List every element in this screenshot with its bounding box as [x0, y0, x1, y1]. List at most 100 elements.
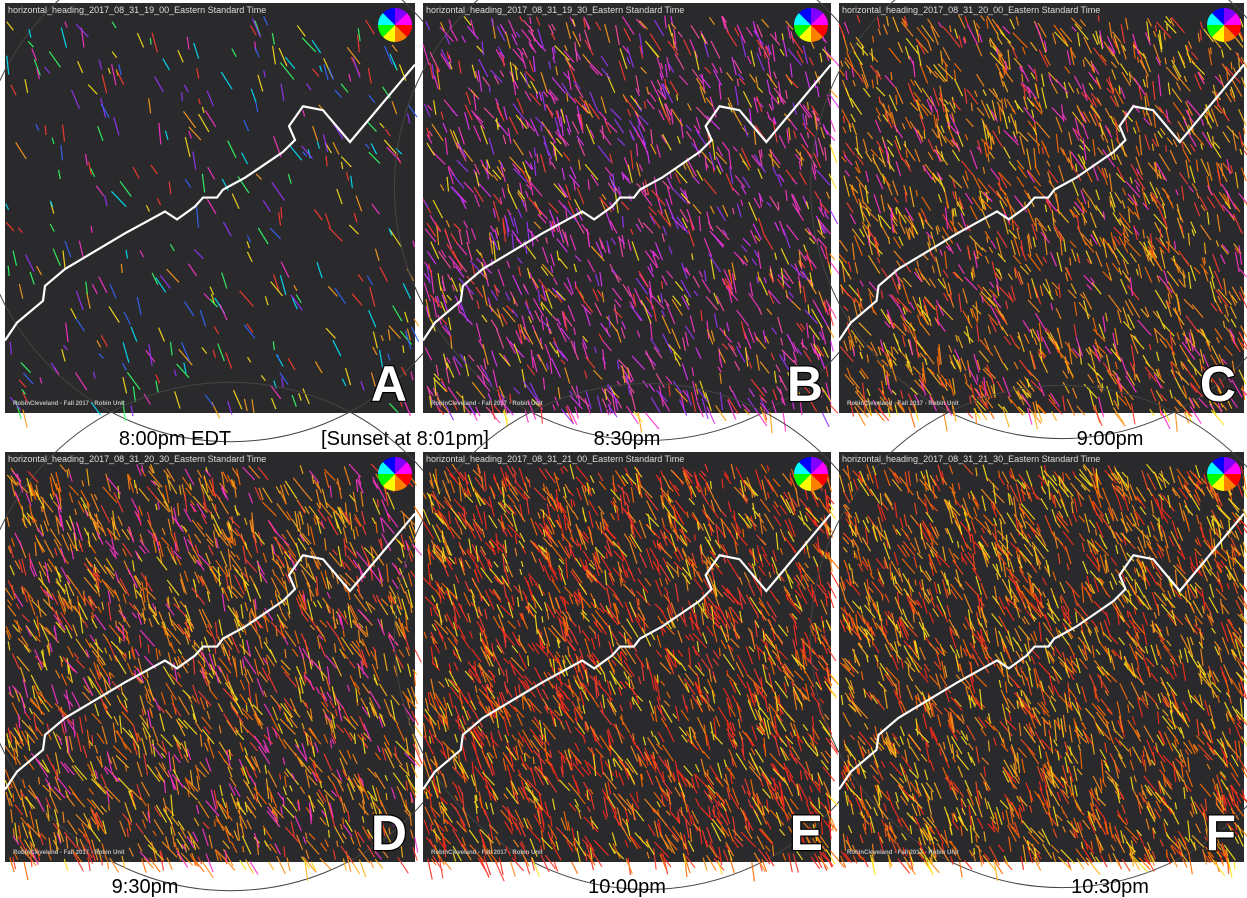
panel: horizontal_heading_2017_08_31_21_00_East…	[393, 383, 901, 890]
bird-tracks	[425, 16, 838, 434]
heading-wheel	[798, 8, 811, 25]
coastline	[838, 512, 1245, 791]
time-caption: 8:00pm EDT	[119, 428, 231, 450]
panel-letter: F	[1205, 805, 1236, 861]
heading-wheel	[1207, 461, 1224, 474]
time-caption: 9:00pm	[1077, 428, 1144, 450]
range-ring	[810, 0, 1247, 440]
heading-wheel	[395, 474, 412, 487]
panel-letter: B	[787, 356, 823, 412]
bird-tracks	[22, 16, 420, 407]
bird-tracks	[423, 17, 839, 428]
bird-tracks	[422, 15, 841, 432]
heading-wheel	[1224, 474, 1237, 491]
heading-wheel	[1211, 8, 1224, 25]
bird-tracks	[5, 27, 412, 416]
heading-wheel	[1224, 461, 1241, 474]
panel: horizontal_heading_2017_08_31_19_00_East…	[0, 0, 486, 443]
coastline	[422, 512, 832, 791]
panel-credit: RobinCleveland - Fall 2017 - Robin Unit	[847, 401, 959, 407]
bird-tracks	[422, 464, 840, 877]
heading-wheel	[395, 8, 408, 25]
bird-tracks	[5, 19, 407, 408]
bird-tracks	[838, 16, 1247, 426]
heading-wheel	[378, 25, 395, 38]
bird-tracks	[6, 466, 418, 873]
panel-letter: E	[790, 805, 823, 861]
heading-wheel	[382, 25, 395, 42]
panel-letter: D	[371, 805, 407, 861]
bird-tracks	[4, 467, 418, 872]
heading-wheel	[378, 474, 395, 487]
heading-wheel	[798, 474, 811, 491]
heading-wheel	[811, 457, 824, 474]
bird-tracks	[839, 464, 1247, 878]
bird-tracks	[5, 463, 423, 874]
heading-wheel	[395, 25, 408, 42]
bird-tracks	[426, 15, 838, 428]
bird-tracks	[843, 16, 1247, 430]
heading-wheel	[1211, 474, 1224, 491]
heading-wheel	[395, 457, 408, 474]
heading-wheel	[811, 474, 828, 487]
bird-tracks	[838, 464, 1247, 882]
panel-header: horizontal_heading_2017_08_31_21_30_East…	[842, 454, 1100, 464]
bird-tracks	[838, 17, 1247, 428]
heading-wheel	[1224, 8, 1237, 25]
heading-wheel	[811, 25, 828, 38]
panel: horizontal_heading_2017_08_31_21_30_East…	[810, 384, 1247, 889]
heading-wheel	[378, 461, 395, 474]
heading-wheel	[1224, 12, 1241, 25]
heading-wheel	[1211, 457, 1224, 474]
panel-credit: RobinCleveland - Fall 2017 - Robin Unit	[847, 850, 959, 856]
heading-wheel	[382, 8, 395, 25]
heading-wheel	[1207, 12, 1224, 25]
time-caption: 9:30pm	[112, 876, 179, 898]
heading-wheel	[382, 474, 395, 491]
sunset-note: [Sunset at 8:01pm]	[321, 428, 489, 450]
heading-wheel	[1224, 25, 1237, 42]
panel-credit: RobinCleveland - Fall 2017 - Robin Unit	[431, 850, 543, 856]
time-caption: 10:00pm	[588, 876, 666, 898]
heading-wheel	[798, 25, 811, 42]
panel: horizontal_heading_2017_08_31_19_30_East…	[394, 0, 901, 441]
bird-tracks	[839, 463, 1247, 874]
bird-tracks	[9, 18, 411, 417]
heading-wheel	[395, 474, 408, 491]
heading-wheel	[811, 8, 824, 25]
panel-header: horizontal_heading_2017_08_31_21_00_East…	[426, 454, 684, 464]
panel-credit: RobinCleveland - Fall 2017 - Robin Unit	[13, 401, 125, 407]
coastline	[838, 63, 1245, 342]
heading-wheel	[811, 474, 824, 491]
panel-credit: RobinCleveland - Fall 2017 - Robin Unit	[13, 850, 125, 856]
heading-wheel	[1211, 25, 1224, 42]
panel-credit: RobinCleveland - Fall 2017 - Robin Unit	[431, 401, 543, 407]
heading-wheel	[794, 12, 811, 25]
heading-wheel	[794, 25, 811, 38]
bird-tracks	[31, 17, 416, 417]
time-caption: 10:30pm	[1071, 876, 1149, 898]
heading-wheel	[1224, 474, 1241, 487]
heading-wheel	[378, 12, 395, 25]
heading-wheel	[798, 457, 811, 474]
panel-letter: C	[1200, 356, 1236, 412]
coastline	[4, 63, 416, 342]
panel-header: horizontal_heading_2017_08_31_20_30_East…	[8, 454, 266, 464]
panel-header: horizontal_heading_2017_08_31_20_00_East…	[842, 5, 1100, 15]
heading-wheel	[1207, 474, 1224, 487]
panel: horizontal_heading_2017_08_31_20_30_East…	[0, 381, 486, 892]
bird-tracks	[422, 16, 839, 424]
time-caption: 8:30pm	[594, 428, 661, 450]
heading-wheel	[811, 12, 828, 25]
coastline	[422, 63, 832, 342]
heading-wheel	[794, 461, 811, 474]
bird-tracks	[843, 17, 1247, 430]
heading-wheel	[395, 461, 412, 474]
heading-wheel	[811, 461, 828, 474]
panel-header: horizontal_heading_2017_08_31_19_00_East…	[8, 5, 266, 15]
bird-tracks	[8, 463, 423, 875]
panel-letter: A	[371, 356, 407, 412]
range-ring	[810, 384, 1247, 889]
